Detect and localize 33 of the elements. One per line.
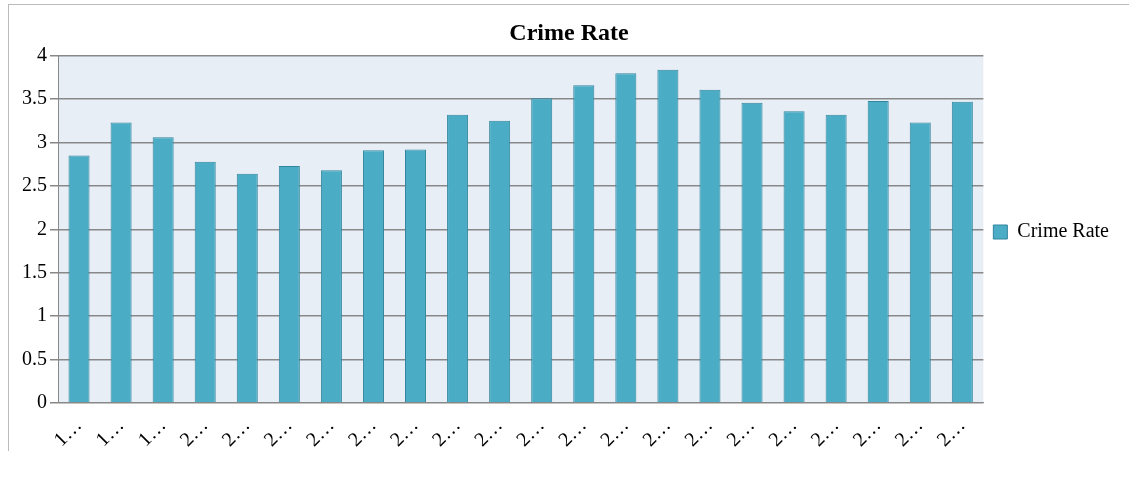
y-tick-label: 4: [37, 43, 47, 66]
x-tick-label: 2…: [805, 413, 843, 451]
y-tick-label: 3.5: [22, 86, 47, 109]
x-tick-label: 1…: [132, 413, 170, 451]
y-tick-label: 3: [37, 129, 47, 152]
y-tick-label: 0.5: [22, 346, 47, 369]
x-tick-label: 2…: [385, 413, 423, 451]
x-tick-label: 2…: [553, 413, 591, 451]
x-tick-label: 2…: [301, 413, 338, 451]
y-tick-label: 2: [37, 216, 47, 239]
legend-label: Crime Rate: [1017, 219, 1110, 242]
x-tick-label: 2…: [763, 413, 801, 451]
x-tick-label: 2…: [511, 413, 549, 451]
x-tick-label: 2…: [679, 413, 717, 451]
x-tick-label: 2…: [427, 413, 465, 451]
y-tick-label: 1: [37, 303, 47, 326]
x-tick-label: 2…: [890, 413, 927, 451]
y-tick-label: 1.5: [22, 259, 47, 282]
x-tick-label: 2…: [595, 413, 633, 451]
x-tick-label: 2…: [217, 413, 254, 451]
chart-title: Crime Rate: [509, 18, 629, 45]
x-tick-label: 2…: [469, 413, 507, 451]
x-tick-label: 2…: [174, 413, 212, 451]
x-tick-label: 1…: [90, 413, 128, 451]
y-tick-label: 2.5: [22, 173, 47, 196]
y-tick-label: 0: [37, 390, 47, 413]
x-tick-label: 2…: [259, 413, 296, 451]
x-tick-label: 2…: [932, 413, 969, 451]
x-tick-label: 1…: [48, 413, 86, 451]
x-tick-label: 2…: [343, 413, 380, 451]
x-tick-label: 2…: [637, 413, 675, 451]
x-tick-label: 2…: [721, 413, 759, 451]
x-tick-label: 2…: [847, 413, 885, 451]
